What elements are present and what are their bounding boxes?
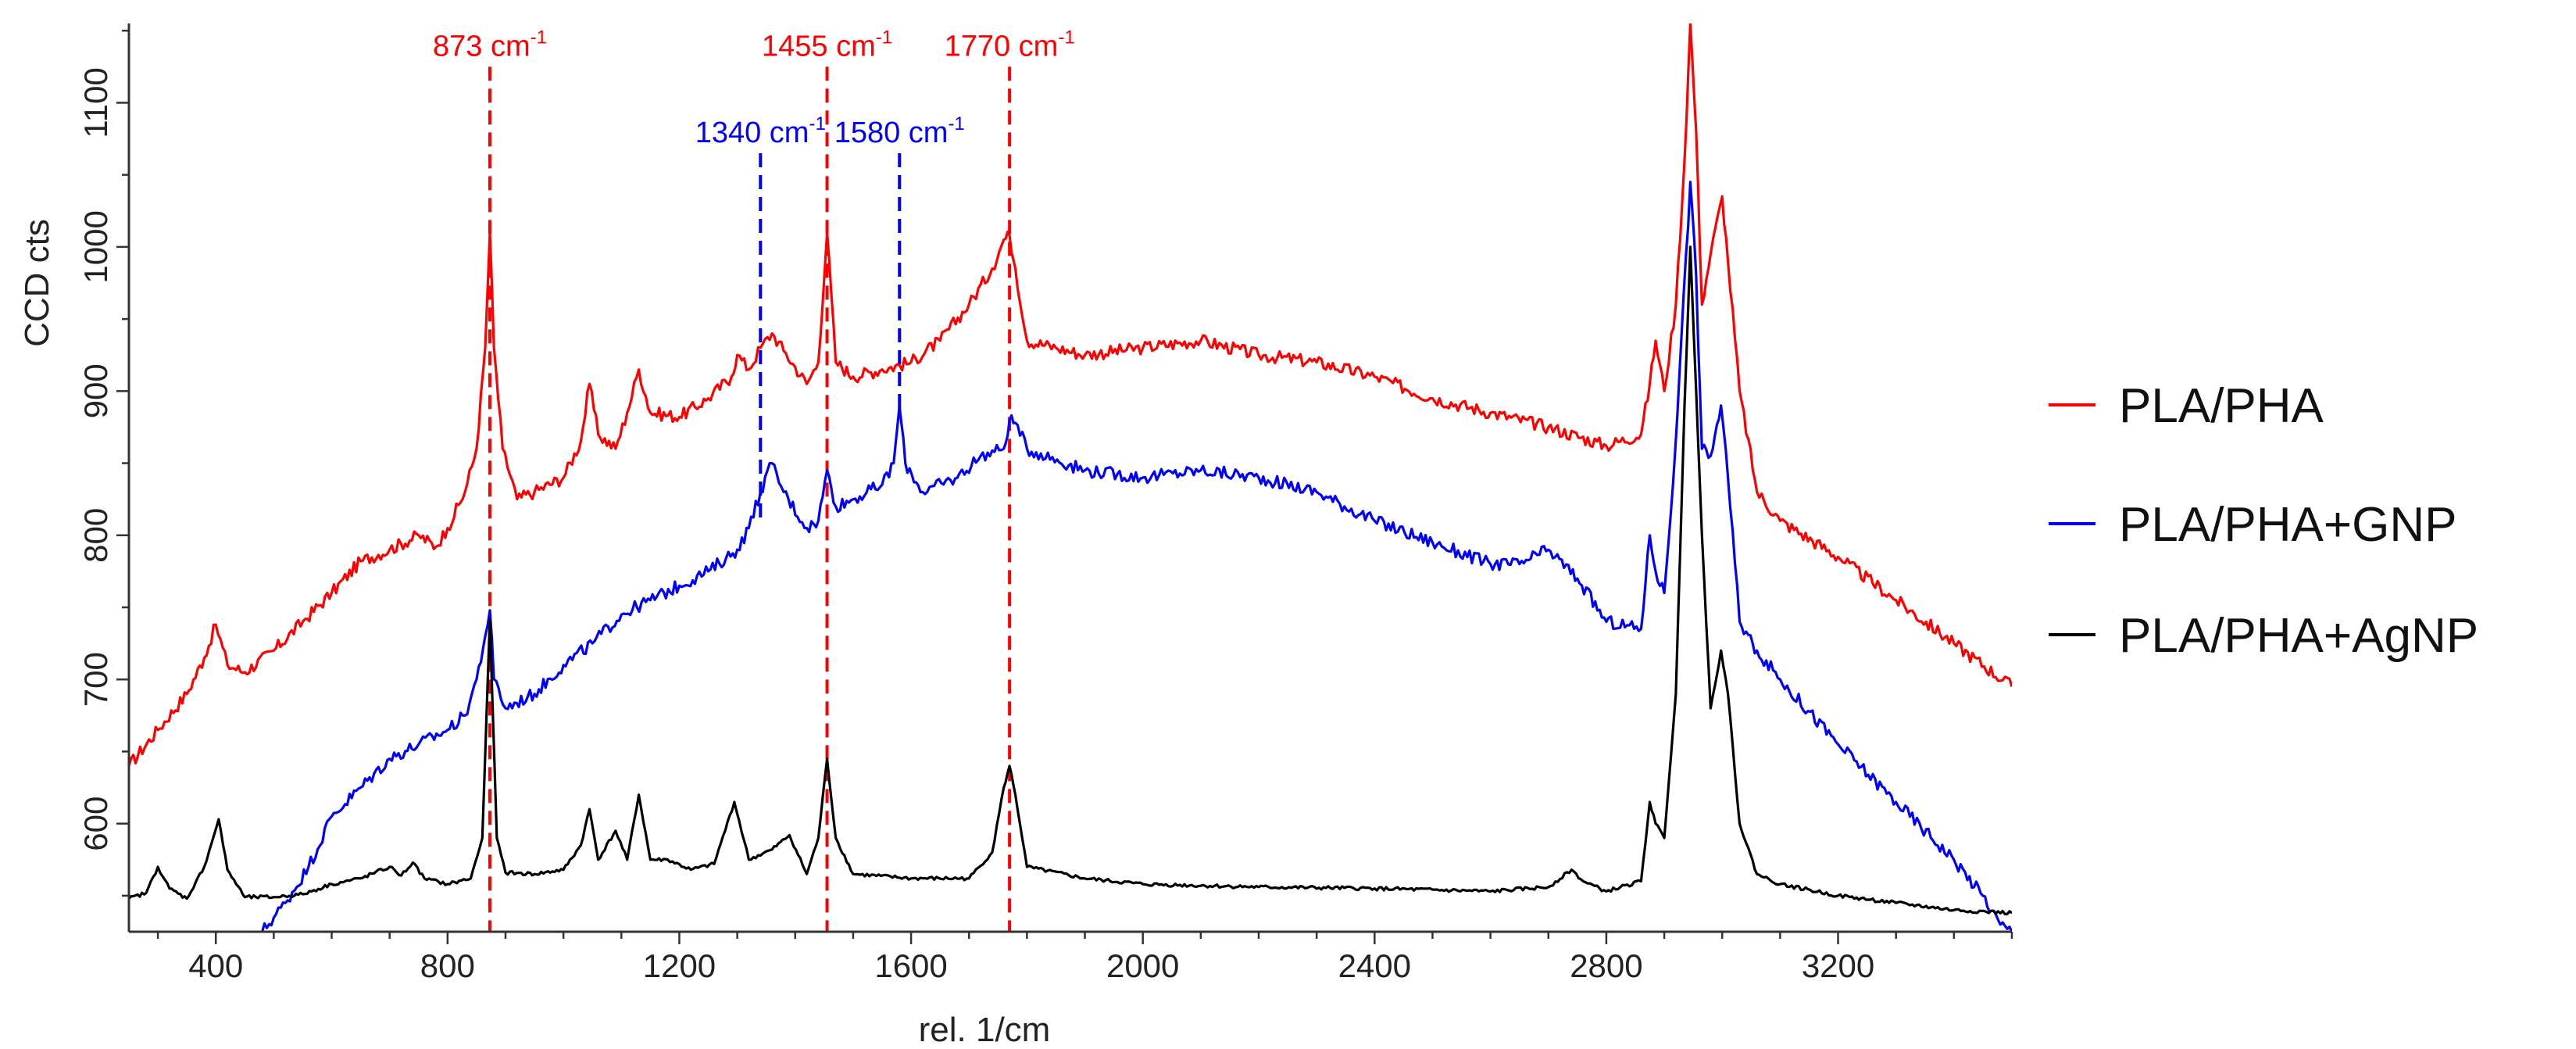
annotation-label-3: 1770 cm-1 <box>945 27 1075 63</box>
y-tick-label: 1100 <box>77 67 114 138</box>
annotation-label-1: 873 cm-1 <box>433 27 547 63</box>
x-tick-label: 1200 <box>643 947 716 984</box>
y-tick-label: 900 <box>77 363 114 418</box>
y-tick-label: 800 <box>77 508 114 563</box>
annotation-label-2: 1455 cm-1 <box>762 27 892 63</box>
x-tick-label: 400 <box>188 947 243 984</box>
annotations: 873 cm-1 1455 cm-1 1770 cm-1 1340 cm-1 1580 … <box>433 27 1075 149</box>
y-tick-label: 600 <box>77 797 114 851</box>
series-line-3 <box>129 245 2012 915</box>
legend: PLA/PHA PLA/PHA+GNP PLA/PHA+AgNP <box>2049 379 2478 663</box>
y-axis-title: CCD cts <box>18 219 56 347</box>
reference-lines <box>488 66 1012 932</box>
series-line-1 <box>129 23 2012 767</box>
x-tick-label: 2400 <box>1338 947 1411 984</box>
annotation-label-5: 1580 cm-1 <box>834 113 965 149</box>
legend-label-1: PLA/PHA <box>2119 379 2324 433</box>
x-tick-label: 2000 <box>1106 947 1179 984</box>
series-lines <box>129 23 2012 932</box>
x-axis-title: rel. 1/cm <box>919 1011 1051 1049</box>
annotation-label-4: 1340 cm-1 <box>695 113 826 149</box>
x-tick-label: 2800 <box>1570 947 1642 984</box>
x-tick-label: 1600 <box>874 947 947 984</box>
y-tick-label: 1000 <box>77 210 114 283</box>
x-tick-label: 3200 <box>1802 947 1874 984</box>
legend-label-3: PLA/PHA+AgNP <box>2119 609 2478 663</box>
legend-label-2: PLA/PHA+GNP <box>2119 498 2456 552</box>
axes: 400 800 1200 1600 2000 2400 2800 3200 600 700 800 9… <box>77 23 2013 984</box>
y-tick-label: 700 <box>77 652 114 707</box>
x-tick-label: 800 <box>420 947 475 984</box>
series-line-2 <box>261 181 2012 932</box>
